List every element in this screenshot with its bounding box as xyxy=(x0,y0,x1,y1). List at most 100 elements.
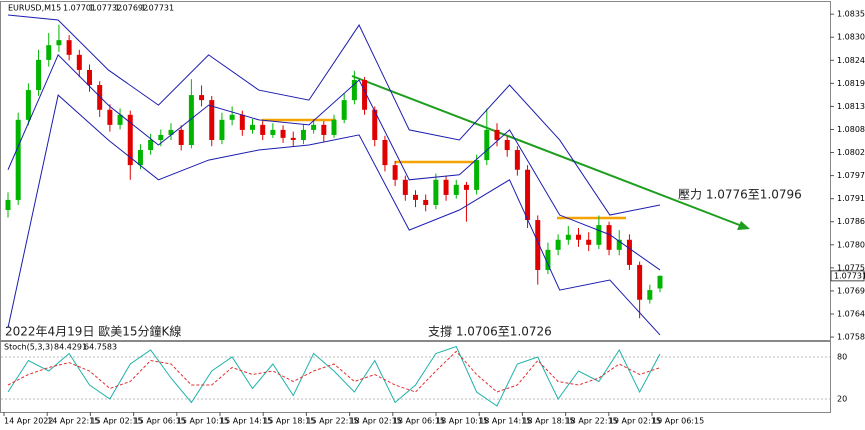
x-tick-label: 18 Apr 14:15 xyxy=(479,417,531,426)
candle-body xyxy=(290,137,296,140)
last-open: 1.07701 xyxy=(63,4,96,13)
x-tick-label: 14 Apr 2022 xyxy=(4,417,53,426)
candle-body xyxy=(341,100,347,120)
y-tick-label: 1.08355 xyxy=(837,10,865,19)
candle-body xyxy=(168,129,174,135)
candle-body xyxy=(66,40,72,55)
x-tick-label: 19 Apr 02:15 xyxy=(609,417,661,426)
bollinger-middle xyxy=(7,53,661,271)
resistance-trendline xyxy=(351,75,743,227)
bollinger-upper xyxy=(7,14,661,216)
x-tick-label: 18 Apr 22:15 xyxy=(566,417,618,426)
x-tick-label: 19 Apr 06:15 xyxy=(652,417,704,426)
candle-body xyxy=(25,90,31,120)
y-tick-label: 1.08025 xyxy=(837,148,865,157)
candle-body xyxy=(362,80,368,110)
y-tick-label: 1.08245 xyxy=(837,56,865,65)
candle-body xyxy=(188,95,194,145)
candle-body xyxy=(229,114,235,120)
x-tick-label: 18 Apr 18:15 xyxy=(522,417,574,426)
x-tick-label: 15 Apr 22:15 xyxy=(306,417,358,426)
stoch-main xyxy=(7,345,661,407)
candle-body xyxy=(565,234,571,240)
symbol: EURUSD,M15 xyxy=(8,4,61,13)
candle-body xyxy=(127,114,133,166)
y-tick-label: 1.08080 xyxy=(837,125,865,134)
candle-body xyxy=(392,165,398,180)
candle-body xyxy=(474,160,480,190)
candle-body xyxy=(5,199,11,210)
x-tick-label: 15 Apr 02:15 xyxy=(90,417,142,426)
bollinger-lower xyxy=(7,94,661,336)
candle-body xyxy=(453,184,459,195)
candle-body xyxy=(647,290,653,300)
stoch-signal-value: 64.7583 xyxy=(84,343,117,352)
candle-body xyxy=(525,169,531,221)
candle-body xyxy=(504,139,510,151)
last-high: 1.07732 xyxy=(89,4,122,13)
candle-body xyxy=(219,119,225,140)
candle-body xyxy=(209,100,215,140)
candle-body xyxy=(606,225,612,250)
stoch-main-value: 84.4291 xyxy=(54,343,87,352)
x-tick-label: 15 Apr 18:15 xyxy=(263,417,315,426)
candle-body xyxy=(463,184,469,190)
stoch-tick-label: 20 xyxy=(837,395,847,404)
main-panel xyxy=(0,1,831,341)
candle-body xyxy=(199,95,205,101)
candle-body xyxy=(321,124,327,135)
candle-body xyxy=(117,114,123,125)
candle-body xyxy=(148,139,154,151)
candle-body xyxy=(300,129,306,140)
y-tick-label: 1.07915 xyxy=(837,194,865,203)
price-label: 1.07731 xyxy=(834,271,865,280)
candle-body xyxy=(311,124,317,130)
candle-body xyxy=(596,225,602,245)
x-tick-label: 18 Apr 10:15 xyxy=(436,417,488,426)
trendline-arrow xyxy=(737,221,750,230)
candle-body xyxy=(423,199,429,205)
last-close: 1.07731 xyxy=(141,4,174,13)
y-tick-label: 1.07805 xyxy=(837,240,865,249)
stoch-label: Stoch(5,3,3) xyxy=(4,343,53,352)
candle-body xyxy=(514,150,520,170)
candle-body xyxy=(76,54,82,70)
y-tick-label: 1.07970 xyxy=(837,171,865,180)
x-tick-label: 14 Apr 22:15 xyxy=(47,417,99,426)
candle-body xyxy=(494,129,500,140)
stoch-tick-label: 80 xyxy=(837,353,847,362)
x-tick-label: 15 Apr 06:15 xyxy=(134,417,186,426)
candle-body xyxy=(97,85,103,110)
stoch-signal xyxy=(7,350,661,393)
annotation: 2022年4月19日 歐美15分鐘K線 xyxy=(5,324,181,339)
candle-body xyxy=(586,239,592,245)
x-tick-label: 15 Apr 14:15 xyxy=(220,417,272,426)
candle-body xyxy=(331,119,337,135)
candle-body xyxy=(443,179,449,195)
candle-body xyxy=(372,109,378,140)
candle-body xyxy=(87,69,92,86)
y-tick-label: 1.08190 xyxy=(837,79,865,88)
candle-body xyxy=(178,129,184,145)
candle-body xyxy=(555,239,561,250)
candle-body xyxy=(351,80,357,101)
candle-body xyxy=(260,124,266,135)
candle-body xyxy=(46,45,52,60)
y-tick-label: 1.07640 xyxy=(837,310,865,319)
candle-body xyxy=(545,249,551,270)
candle-body xyxy=(137,150,143,166)
candle-body xyxy=(36,59,42,91)
candle-body xyxy=(626,239,632,265)
candle-body xyxy=(270,129,276,135)
candle-body xyxy=(250,124,255,130)
candle-body xyxy=(657,275,663,289)
candle-body xyxy=(484,129,490,161)
candle-body xyxy=(433,179,439,205)
candle-body xyxy=(382,139,388,166)
candle-body xyxy=(637,264,643,300)
y-tick-label: 1.07750 xyxy=(837,263,865,272)
annotation: 支撐 1.0706至1.0726 xyxy=(428,325,552,339)
price-label-box xyxy=(830,270,865,282)
candle-body xyxy=(107,109,113,125)
